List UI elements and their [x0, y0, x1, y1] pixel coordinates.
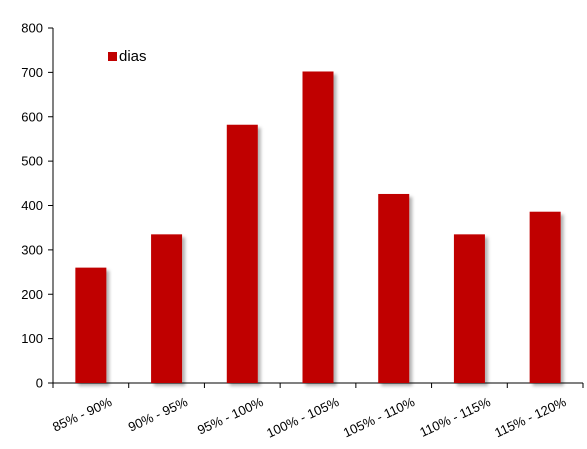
y-tick-label: 100: [21, 331, 43, 346]
y-tick-label: 0: [36, 376, 43, 391]
x-tick-label: 85% - 90%: [50, 394, 114, 435]
bar: [378, 194, 409, 383]
bar-series: [75, 71, 560, 383]
bar: [303, 71, 334, 383]
bar: [454, 234, 485, 383]
x-tick-label: 110% - 115%: [417, 394, 493, 440]
x-tick-label: 90% - 95%: [126, 394, 190, 435]
y-tick-label: 200: [21, 287, 43, 302]
bar: [75, 268, 106, 383]
y-tick-label: 400: [21, 198, 43, 213]
bar: [151, 234, 182, 383]
y-tick-label: 500: [21, 154, 43, 169]
x-tick-label: 100% - 105%: [264, 394, 341, 441]
legend-label: dias: [119, 48, 147, 65]
y-tick-label: 700: [21, 65, 43, 80]
x-tick-label: 115% - 120%: [492, 394, 569, 440]
y-tick-label: 300: [21, 242, 43, 257]
y-tick-label: 600: [21, 109, 43, 124]
y-axis: 0 100 200 300 400 500 600 700 800: [21, 21, 53, 391]
y-tick-label: 800: [21, 21, 43, 36]
x-tick-label: 105% - 110%: [341, 394, 418, 440]
x-tick-label: 95% - 100%: [195, 394, 266, 438]
bar: [530, 212, 561, 383]
legend: dias: [108, 48, 147, 65]
bar: [227, 125, 258, 383]
legend-swatch: [108, 52, 117, 61]
x-axis: 85% - 90% 90% - 95% 95% - 100%100% - 105% 1…: [50, 383, 583, 441]
